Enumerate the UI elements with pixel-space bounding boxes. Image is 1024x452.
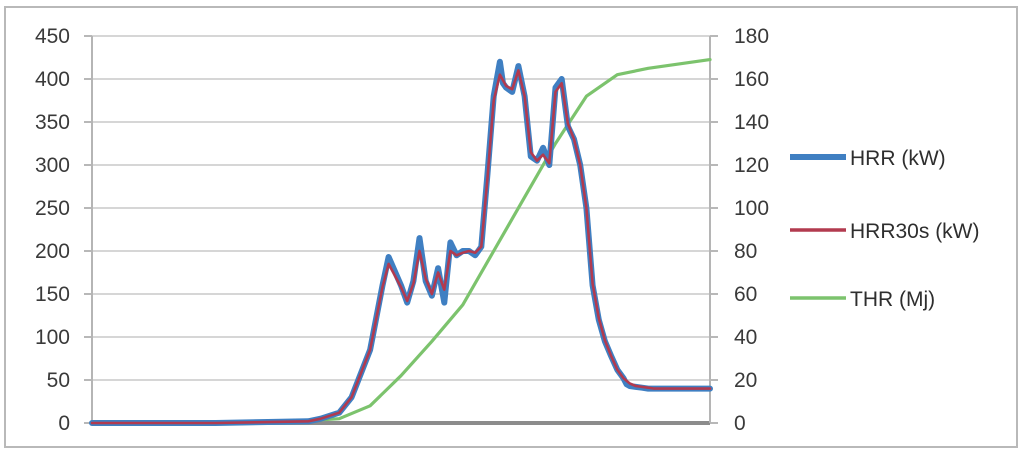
gridlines — [92, 35, 710, 381]
left-tick-label: 50 — [47, 369, 70, 392]
right-tick-label: 140 — [734, 111, 769, 134]
left-tick-label: 200 — [35, 240, 70, 263]
hrr30s-line — [90, 69, 712, 425]
right-tick-label: 40 — [734, 326, 757, 349]
left-tick-label: 450 — [35, 25, 70, 48]
left-tick-label: 100 — [35, 326, 70, 349]
right-tick-label: 60 — [734, 283, 757, 306]
series-lines — [89, 57, 713, 426]
right-tick-label: 100 — [734, 197, 769, 220]
right-tick-label: 80 — [734, 240, 757, 263]
left-tick-label: 250 — [35, 197, 70, 220]
right-tick-label: 120 — [734, 154, 769, 177]
left-tick-label: 400 — [35, 68, 70, 91]
left-tick-label: 0 — [58, 412, 70, 435]
legend-label: THR (Mj) — [850, 288, 935, 311]
legend-hrr: HRR (kW) — [790, 147, 946, 170]
legend: HRR (kW) HRR30s (kW) THR (Mj) — [790, 147, 980, 311]
legend-thr: THR (Mj) — [790, 288, 935, 311]
left-axis-ticks: 0 50 100 150 200 250 300 350 400 450 — [35, 25, 92, 435]
left-tick-label: 350 — [35, 111, 70, 134]
left-tick-label: 300 — [35, 154, 70, 177]
left-tick-label: 150 — [35, 283, 70, 306]
right-tick-label: 0 — [734, 412, 746, 435]
right-axis-ticks: 0 20 40 60 80 100 120 140 160 180 — [710, 25, 769, 435]
legend-label: HRR30s (kW) — [850, 220, 980, 243]
legend-hrr30s: HRR30s (kW) — [790, 220, 980, 243]
right-tick-label: 20 — [734, 369, 757, 392]
legend-label: HRR (kW) — [850, 147, 946, 170]
right-tick-label: 160 — [734, 68, 769, 91]
right-tick-label: 180 — [734, 25, 769, 48]
